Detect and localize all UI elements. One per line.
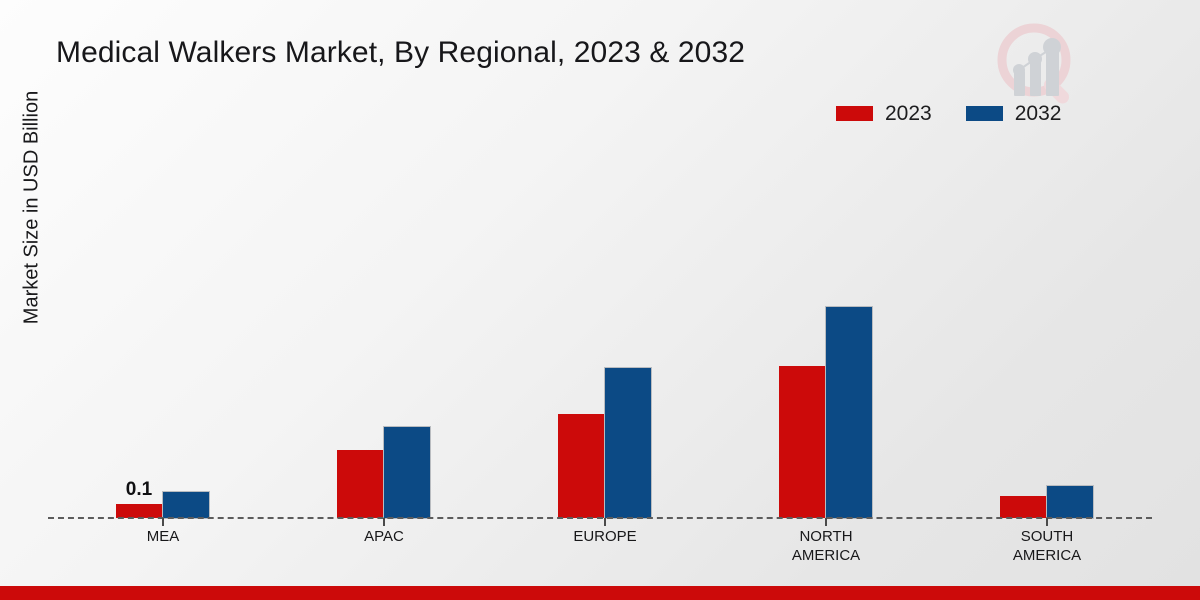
footer-accent-strip [0, 586, 1200, 600]
bar-wrap-mea-2023: 0.1 [116, 479, 162, 518]
legend-swatch-2023 [836, 106, 873, 121]
bar-europe-2032[interactable] [604, 367, 652, 519]
bar-value-mea-2023: 0.1 [125, 479, 153, 500]
legend-swatch-2032 [965, 106, 1003, 121]
x-label-north-america: NORTH AMERICA [791, 528, 861, 564]
bar-south-america-2023[interactable] [1000, 496, 1046, 518]
bar-wrap-north-america-2023 [779, 366, 825, 518]
bar-group-europe [558, 367, 652, 519]
bar-group-north-america [779, 306, 873, 519]
x-label-mea: MEA [146, 528, 180, 545]
bar-north-america-2032[interactable] [825, 306, 873, 519]
bar-group-mea: 0.1 [116, 479, 210, 519]
x-tick-north-america [825, 518, 827, 526]
market-research-future-logo [992, 18, 1088, 114]
x-axis-baseline [48, 517, 1152, 519]
bar-group-apac [337, 426, 431, 519]
x-label-europe: EUROPE [573, 528, 637, 545]
bar-apac-2032[interactable] [383, 426, 431, 519]
bar-wrap-south-america-2023 [1000, 496, 1046, 518]
magnifier-bar-chart-icon [997, 23, 1071, 104]
bar-north-america-2023[interactable] [779, 366, 825, 518]
x-label-south-america: SOUTH AMERICA [1012, 528, 1082, 564]
y-axis-title: Market Size in USD Billion [20, 90, 43, 325]
legend-label-2023: 2023 [885, 102, 932, 125]
legend-item-2032[interactable]: 2032 [965, 102, 1062, 125]
bar-south-america-2032[interactable] [1046, 485, 1094, 519]
page-title: Medical Walkers Market, By Regional, 202… [56, 36, 746, 69]
legend-label-2032: 2032 [1014, 102, 1062, 125]
x-tick-apac [383, 518, 385, 526]
bar-wrap-europe-2023 [558, 414, 604, 518]
bar-wrap-apac-2023 [337, 450, 383, 518]
x-label-apac: APAC [364, 528, 404, 545]
bar-mea-2032[interactable] [162, 491, 210, 519]
chart-legend: 2023 2032 [836, 103, 1061, 124]
bar-apac-2023[interactable] [337, 450, 383, 518]
x-tick-europe [604, 518, 606, 526]
x-tick-south-america [1046, 518, 1048, 526]
bar-group-south-america [1000, 485, 1094, 519]
legend-item-2023[interactable]: 2023 [836, 103, 932, 124]
x-tick-mea [162, 518, 164, 526]
bar-europe-2023[interactable] [558, 414, 604, 518]
plot-area: 0.1 [48, 140, 1152, 519]
bar-mea-2023[interactable] [116, 504, 162, 518]
